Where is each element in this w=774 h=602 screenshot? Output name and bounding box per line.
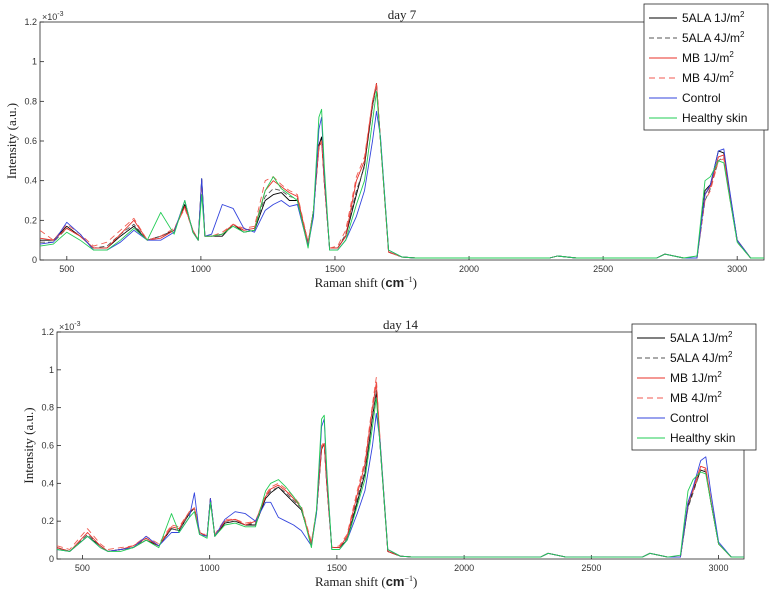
y-axis-label: Intensity (a.u.)	[21, 407, 36, 483]
legend-label-2: 5ALA 4J/m2	[682, 30, 745, 45]
y-tick-label: 0.2	[24, 215, 37, 225]
series-line-6	[57, 397, 744, 558]
y-tick-label: 1	[32, 57, 37, 67]
series-line-6	[40, 90, 764, 259]
y-exponent-base: ×10	[59, 322, 74, 332]
legend-label-4: MB 4J/m2	[682, 70, 734, 85]
legend-label-6: Healthy skin	[670, 431, 735, 445]
x-tick-label: 2500	[581, 563, 601, 573]
y-axis-label: Intensity (a.u.)	[4, 103, 19, 179]
x-axis-label-close: )	[413, 574, 417, 589]
chart-title: day 7	[388, 7, 417, 22]
y-tick-label: 0	[49, 554, 54, 564]
x-tick-label: 500	[75, 563, 90, 573]
x-tick-label: 1500	[327, 563, 347, 573]
chart-panel-2: 0 0.2 0.4 0.6 0.8 1 1.2 500 1000 1500 2000 2500 3000…	[21, 317, 757, 589]
x-axis-label-text: Raman shift (	[315, 275, 386, 290]
y-exponent-power: -3	[74, 321, 80, 328]
x-axis-label: Raman shift (cm−1)	[315, 275, 417, 290]
y-tick-label: 0.8	[24, 96, 37, 106]
legend-label-1: 5ALA 1J/m2	[670, 330, 733, 345]
legend-label-name: 5ALA 4J/m	[682, 31, 740, 45]
legend-label-6: Healthy skin	[682, 111, 747, 125]
legend-label-5: Control	[670, 411, 709, 425]
x-tick-label: 2000	[459, 264, 479, 274]
x-tick-label: 1500	[325, 264, 345, 274]
legend-label-name: MB 4J/m	[682, 71, 729, 85]
legend-label-sup: 2	[729, 70, 734, 79]
legend-label-sup: 2	[717, 390, 722, 399]
legend-label-name: 5ALA 1J/m	[670, 331, 728, 345]
x-tick-label: 3000	[709, 563, 729, 573]
y-tick-label: 0	[32, 255, 37, 265]
series-group	[57, 376, 744, 558]
y-tick-label: 1	[49, 365, 54, 375]
legend-label-sup: 2	[729, 50, 734, 59]
x-tick-label: 2000	[454, 563, 474, 573]
legend-box	[643, 3, 769, 131]
legend-label-sup: 2	[728, 330, 733, 339]
y-tick-label: 0.8	[41, 403, 54, 413]
legend-label-name: Healthy skin	[670, 431, 735, 445]
legend-label-name: Control	[670, 411, 709, 425]
y-tick-label: 0.2	[41, 516, 54, 526]
legend-label-1: 5ALA 1J/m2	[682, 10, 745, 25]
legend-label-3: MB 1J/m2	[670, 370, 722, 385]
legend-label-name: Healthy skin	[682, 111, 747, 125]
legend-label-5: Control	[682, 91, 721, 105]
chart-title: day 14	[383, 317, 419, 332]
x-axis-label-unit: cm	[385, 275, 404, 290]
y-exponent-label: ×10-3	[42, 11, 64, 22]
y-exponent-power: -3	[57, 11, 63, 18]
legend-label-name: Control	[682, 91, 721, 105]
y-tick-label: 0.4	[41, 478, 54, 488]
y-tick-label: 0.6	[41, 441, 54, 451]
legend-label-sup: 2	[728, 350, 733, 359]
legend-label-sup: 2	[717, 370, 722, 379]
x-tick-label: 1000	[200, 563, 220, 573]
x-axis-label: Raman shift (cm−1)	[315, 574, 417, 589]
y-tick-label: 0.4	[24, 176, 37, 186]
legend-label-name: MB 4J/m	[670, 391, 717, 405]
legend-label-4: MB 4J/m2	[670, 390, 722, 405]
series-group	[40, 83, 764, 259]
x-axis-label-exp: −1	[404, 275, 413, 284]
x-tick-label: 2500	[593, 264, 613, 274]
y-exponent-label: ×10-3	[59, 321, 81, 332]
legend-label-sup: 2	[740, 10, 745, 19]
legend-box	[631, 323, 757, 451]
legend-label-name: MB 1J/m	[682, 51, 729, 65]
x-axis-label-text: Raman shift (	[315, 574, 386, 589]
x-axis-label-unit: cm	[386, 574, 405, 589]
legend-label-name: MB 1J/m	[670, 371, 717, 385]
chart-panel-1: 0 0.2 0.4 0.6 0.8 1 1.2 500 1000 1500 2000 2500 3000…	[4, 3, 769, 290]
y-tick-label: 1.2	[41, 327, 54, 337]
y-tick-label: 0.6	[24, 136, 37, 146]
legend-label-3: MB 1J/m2	[682, 50, 734, 65]
legend-label-name: 5ALA 1J/m	[682, 11, 740, 25]
legend-label-2: 5ALA 4J/m2	[670, 350, 733, 365]
x-axis-label-close: )	[413, 275, 417, 290]
x-axis-label-exp: −1	[405, 574, 414, 583]
y-tick-label: 1.2	[24, 17, 37, 27]
x-tick-label: 1000	[191, 264, 211, 274]
x-tick-label: 500	[59, 264, 74, 274]
legend-label-sup: 2	[740, 30, 745, 39]
legend-label-name: 5ALA 4J/m	[670, 351, 728, 365]
plot-area	[39, 21, 765, 261]
x-tick-label: 3000	[727, 264, 747, 274]
y-exponent-base: ×10	[42, 12, 57, 22]
plot-area	[56, 331, 745, 560]
